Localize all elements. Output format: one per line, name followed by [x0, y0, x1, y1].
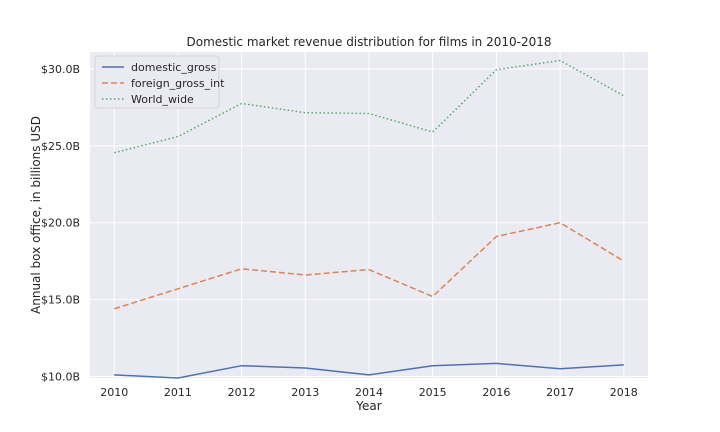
legend-box: [94, 55, 220, 109]
x-tick-label: 2016: [482, 386, 510, 399]
legend-label: foreign_gross_int: [131, 77, 225, 90]
x-tick-label: 2015: [419, 386, 447, 399]
x-tick-label: 2011: [164, 386, 192, 399]
chart-title: Domestic market revenue distribution for…: [186, 35, 551, 49]
y-tick-label: $20.0B: [41, 217, 80, 230]
y-axis-label: Annual box office, in billions USD: [29, 116, 43, 314]
grid: [90, 52, 648, 378]
series-line-domestic-gross: [114, 362, 624, 379]
y-axis-ticks: $10.0B $15.0B $20.0B $25.0B $30.0B: [41, 63, 80, 384]
legend-label: World_wide: [131, 93, 194, 106]
x-tick-label: 2018: [610, 386, 638, 399]
y-tick-label: $15.0B: [41, 294, 80, 307]
x-tick-label: 2014: [355, 386, 383, 399]
x-tick-label: 2017: [546, 386, 574, 399]
x-axis-label: Year: [355, 399, 381, 413]
x-tick-label: 2010: [100, 386, 128, 399]
x-tick-label: 2013: [291, 386, 319, 399]
y-tick-label: $10.0B: [41, 370, 80, 383]
legend-label: domestic_gross: [131, 61, 217, 74]
series-line-foreign-gross-int: [113, 221, 625, 310]
series-lines: [113, 59, 625, 379]
y-tick-label: $30.0B: [41, 63, 80, 76]
x-tick-label: 2012: [228, 386, 256, 399]
y-tick-label: $25.0B: [41, 140, 80, 153]
x-axis-ticks: 2010 2011 2012 2013 2014 2015 2016 2017 2018: [100, 386, 638, 399]
legend: domestic_gross foreign_gross_int World_wid…: [94, 55, 225, 109]
